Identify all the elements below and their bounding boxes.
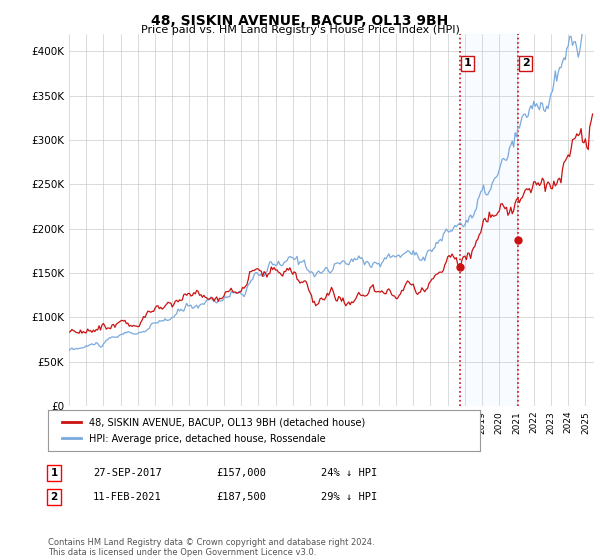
Text: 27-SEP-2017: 27-SEP-2017 <box>93 468 162 478</box>
Text: £187,500: £187,500 <box>216 492 266 502</box>
Text: 48, SISKIN AVENUE, BACUP, OL13 9BH: 48, SISKIN AVENUE, BACUP, OL13 9BH <box>151 14 449 28</box>
Text: 24% ↓ HPI: 24% ↓ HPI <box>321 468 377 478</box>
Text: Contains HM Land Registry data © Crown copyright and database right 2024.
This d: Contains HM Land Registry data © Crown c… <box>48 538 374 557</box>
Text: 29% ↓ HPI: 29% ↓ HPI <box>321 492 377 502</box>
Text: Price paid vs. HM Land Registry's House Price Index (HPI): Price paid vs. HM Land Registry's House … <box>140 25 460 35</box>
Text: 2: 2 <box>522 58 530 68</box>
Text: 2: 2 <box>50 492 58 502</box>
Text: 1: 1 <box>50 468 58 478</box>
Text: 1: 1 <box>464 58 472 68</box>
Text: 11-FEB-2021: 11-FEB-2021 <box>93 492 162 502</box>
Bar <box>460 34 518 406</box>
Text: £157,000: £157,000 <box>216 468 266 478</box>
Legend: 48, SISKIN AVENUE, BACUP, OL13 9BH (detached house), HPI: Average price, detache: 48, SISKIN AVENUE, BACUP, OL13 9BH (deta… <box>57 413 370 449</box>
